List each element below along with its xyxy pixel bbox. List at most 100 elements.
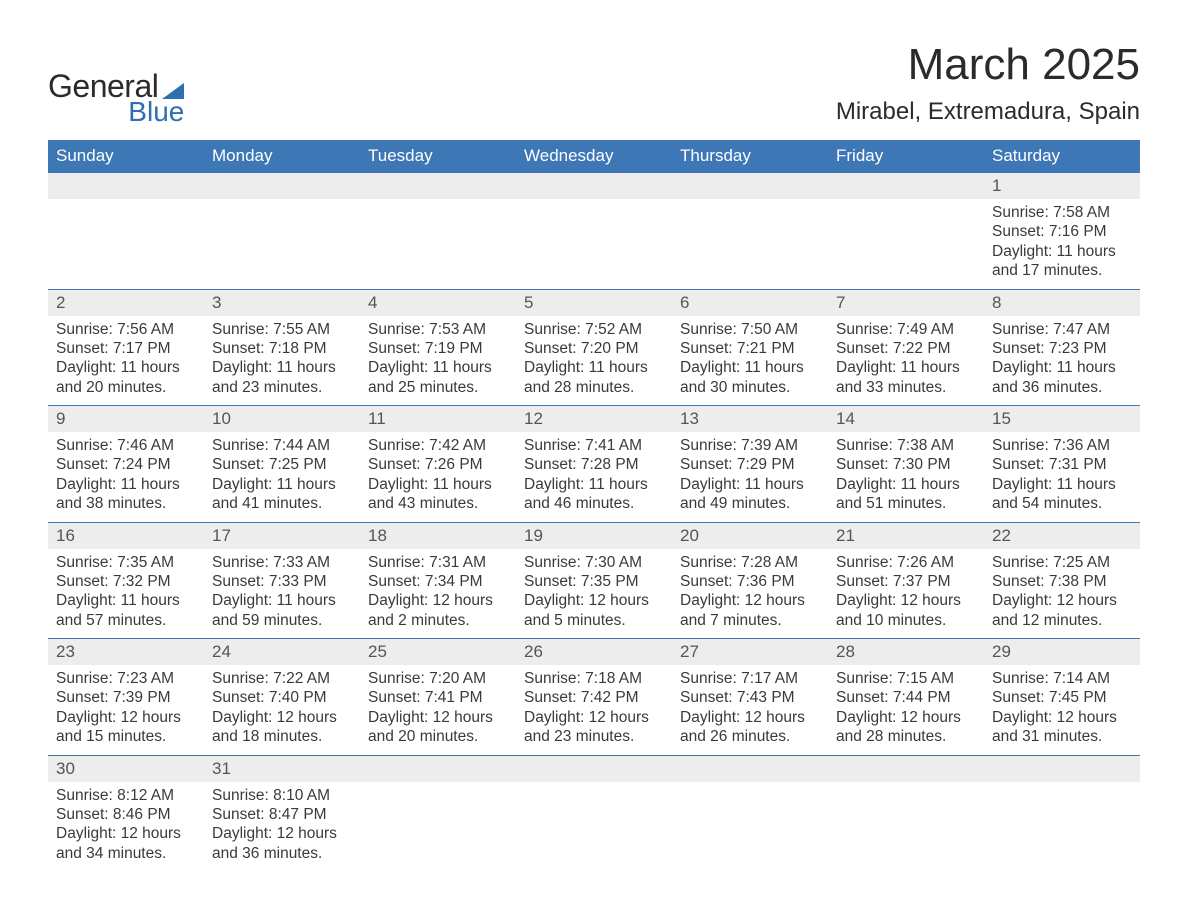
calendar-cell: 20Sunrise: 7:28 AMSunset: 7:36 PMDayligh… [672, 522, 828, 639]
calendar-cell [204, 173, 360, 290]
calendar-cell: 9Sunrise: 7:46 AMSunset: 7:24 PMDaylight… [48, 406, 204, 523]
day-number: 31 [204, 756, 360, 782]
sunrise-line: Sunrise: 7:28 AM [680, 553, 820, 572]
sunrise-line: Sunrise: 7:42 AM [368, 436, 508, 455]
calendar-cell: 1Sunrise: 7:58 AMSunset: 7:16 PMDaylight… [984, 173, 1140, 290]
calendar-cell [672, 173, 828, 290]
day-header: Tuesday [360, 140, 516, 173]
day-info: Sunrise: 7:46 AMSunset: 7:24 PMDaylight:… [48, 432, 204, 522]
day-number: 27 [672, 639, 828, 665]
sunrise-line: Sunrise: 7:41 AM [524, 436, 664, 455]
daylight-line: Daylight: 11 hours and 46 minutes. [524, 475, 664, 514]
calendar-cell: 5Sunrise: 7:52 AMSunset: 7:20 PMDaylight… [516, 289, 672, 406]
daylight-line: Daylight: 12 hours and 7 minutes. [680, 591, 820, 630]
sunrise-line: Sunrise: 7:14 AM [992, 669, 1132, 688]
day-number: 24 [204, 639, 360, 665]
day-info: Sunrise: 7:50 AMSunset: 7:21 PMDaylight:… [672, 316, 828, 406]
sunrise-line: Sunrise: 7:47 AM [992, 320, 1132, 339]
calendar-cell [672, 755, 828, 871]
sunrise-line: Sunrise: 7:39 AM [680, 436, 820, 455]
day-info: Sunrise: 7:35 AMSunset: 7:32 PMDaylight:… [48, 549, 204, 639]
sunset-line: Sunset: 7:34 PM [368, 572, 508, 591]
calendar-cell: 12Sunrise: 7:41 AMSunset: 7:28 PMDayligh… [516, 406, 672, 523]
day-header-row: SundayMondayTuesdayWednesdayThursdayFrid… [48, 140, 1140, 173]
daylight-line: Daylight: 11 hours and 51 minutes. [836, 475, 976, 514]
daylight-line: Daylight: 12 hours and 15 minutes. [56, 708, 196, 747]
day-number-empty [360, 173, 516, 199]
sunset-line: Sunset: 7:21 PM [680, 339, 820, 358]
sunset-line: Sunset: 7:24 PM [56, 455, 196, 474]
sunrise-line: Sunrise: 7:50 AM [680, 320, 820, 339]
calendar-cell: 11Sunrise: 7:42 AMSunset: 7:26 PMDayligh… [360, 406, 516, 523]
sunrise-line: Sunrise: 7:23 AM [56, 669, 196, 688]
day-header: Friday [828, 140, 984, 173]
day-info: Sunrise: 7:55 AMSunset: 7:18 PMDaylight:… [204, 316, 360, 406]
sunset-line: Sunset: 7:28 PM [524, 455, 664, 474]
day-info: Sunrise: 7:42 AMSunset: 7:26 PMDaylight:… [360, 432, 516, 522]
day-info: Sunrise: 7:53 AMSunset: 7:19 PMDaylight:… [360, 316, 516, 406]
day-number: 26 [516, 639, 672, 665]
sunset-line: Sunset: 7:22 PM [836, 339, 976, 358]
day-number-empty [828, 173, 984, 199]
sunrise-line: Sunrise: 7:30 AM [524, 553, 664, 572]
calendar-week: 16Sunrise: 7:35 AMSunset: 7:32 PMDayligh… [48, 522, 1140, 639]
day-number: 15 [984, 406, 1140, 432]
sunset-line: Sunset: 7:39 PM [56, 688, 196, 707]
day-number: 3 [204, 290, 360, 316]
day-number-empty [360, 756, 516, 782]
sunrise-line: Sunrise: 7:20 AM [368, 669, 508, 688]
calendar-cell: 29Sunrise: 7:14 AMSunset: 7:45 PMDayligh… [984, 639, 1140, 756]
day-number-empty [516, 756, 672, 782]
calendar-cell: 23Sunrise: 7:23 AMSunset: 7:39 PMDayligh… [48, 639, 204, 756]
sunrise-line: Sunrise: 7:56 AM [56, 320, 196, 339]
calendar-cell: 19Sunrise: 7:30 AMSunset: 7:35 PMDayligh… [516, 522, 672, 639]
day-number: 18 [360, 523, 516, 549]
daylight-line: Daylight: 11 hours and 43 minutes. [368, 475, 508, 514]
calendar-cell [984, 755, 1140, 871]
calendar-week: 2Sunrise: 7:56 AMSunset: 7:17 PMDaylight… [48, 289, 1140, 406]
sunset-line: Sunset: 7:45 PM [992, 688, 1132, 707]
day-number-empty [672, 756, 828, 782]
sunset-line: Sunset: 8:47 PM [212, 805, 352, 824]
day-number: 19 [516, 523, 672, 549]
sunset-line: Sunset: 7:36 PM [680, 572, 820, 591]
daylight-line: Daylight: 11 hours and 36 minutes. [992, 358, 1132, 397]
sunrise-line: Sunrise: 7:26 AM [836, 553, 976, 572]
daylight-line: Daylight: 11 hours and 38 minutes. [56, 475, 196, 514]
daylight-line: Daylight: 11 hours and 33 minutes. [836, 358, 976, 397]
calendar-cell: 28Sunrise: 7:15 AMSunset: 7:44 PMDayligh… [828, 639, 984, 756]
day-number-empty [516, 173, 672, 199]
day-number: 13 [672, 406, 828, 432]
sunrise-line: Sunrise: 7:53 AM [368, 320, 508, 339]
calendar-cell: 22Sunrise: 7:25 AMSunset: 7:38 PMDayligh… [984, 522, 1140, 639]
day-info: Sunrise: 8:10 AMSunset: 8:47 PMDaylight:… [204, 782, 360, 872]
day-info: Sunrise: 7:22 AMSunset: 7:40 PMDaylight:… [204, 665, 360, 755]
calendar-cell: 13Sunrise: 7:39 AMSunset: 7:29 PMDayligh… [672, 406, 828, 523]
day-info: Sunrise: 7:39 AMSunset: 7:29 PMDaylight:… [672, 432, 828, 522]
daylight-line: Daylight: 11 hours and 20 minutes. [56, 358, 196, 397]
title-block: March 2025 Mirabel, Extremadura, Spain [836, 40, 1140, 126]
brand-logo: General Blue [48, 70, 184, 126]
calendar-cell [48, 173, 204, 290]
daylight-line: Daylight: 12 hours and 12 minutes. [992, 591, 1132, 630]
sunset-line: Sunset: 7:18 PM [212, 339, 352, 358]
day-number: 25 [360, 639, 516, 665]
daylight-line: Daylight: 11 hours and 57 minutes. [56, 591, 196, 630]
day-number: 14 [828, 406, 984, 432]
day-number: 6 [672, 290, 828, 316]
sunset-line: Sunset: 7:37 PM [836, 572, 976, 591]
day-info: Sunrise: 7:31 AMSunset: 7:34 PMDaylight:… [360, 549, 516, 639]
day-number: 4 [360, 290, 516, 316]
calendar-cell: 18Sunrise: 7:31 AMSunset: 7:34 PMDayligh… [360, 522, 516, 639]
day-info: Sunrise: 7:20 AMSunset: 7:41 PMDaylight:… [360, 665, 516, 755]
day-info: Sunrise: 8:12 AMSunset: 8:46 PMDaylight:… [48, 782, 204, 872]
sunrise-line: Sunrise: 7:55 AM [212, 320, 352, 339]
day-header: Saturday [984, 140, 1140, 173]
calendar-week: 23Sunrise: 7:23 AMSunset: 7:39 PMDayligh… [48, 639, 1140, 756]
day-info: Sunrise: 7:17 AMSunset: 7:43 PMDaylight:… [672, 665, 828, 755]
calendar-cell: 8Sunrise: 7:47 AMSunset: 7:23 PMDaylight… [984, 289, 1140, 406]
day-info: Sunrise: 7:41 AMSunset: 7:28 PMDaylight:… [516, 432, 672, 522]
daylight-line: Daylight: 12 hours and 23 minutes. [524, 708, 664, 747]
sunset-line: Sunset: 7:35 PM [524, 572, 664, 591]
day-info: Sunrise: 7:18 AMSunset: 7:42 PMDaylight:… [516, 665, 672, 755]
